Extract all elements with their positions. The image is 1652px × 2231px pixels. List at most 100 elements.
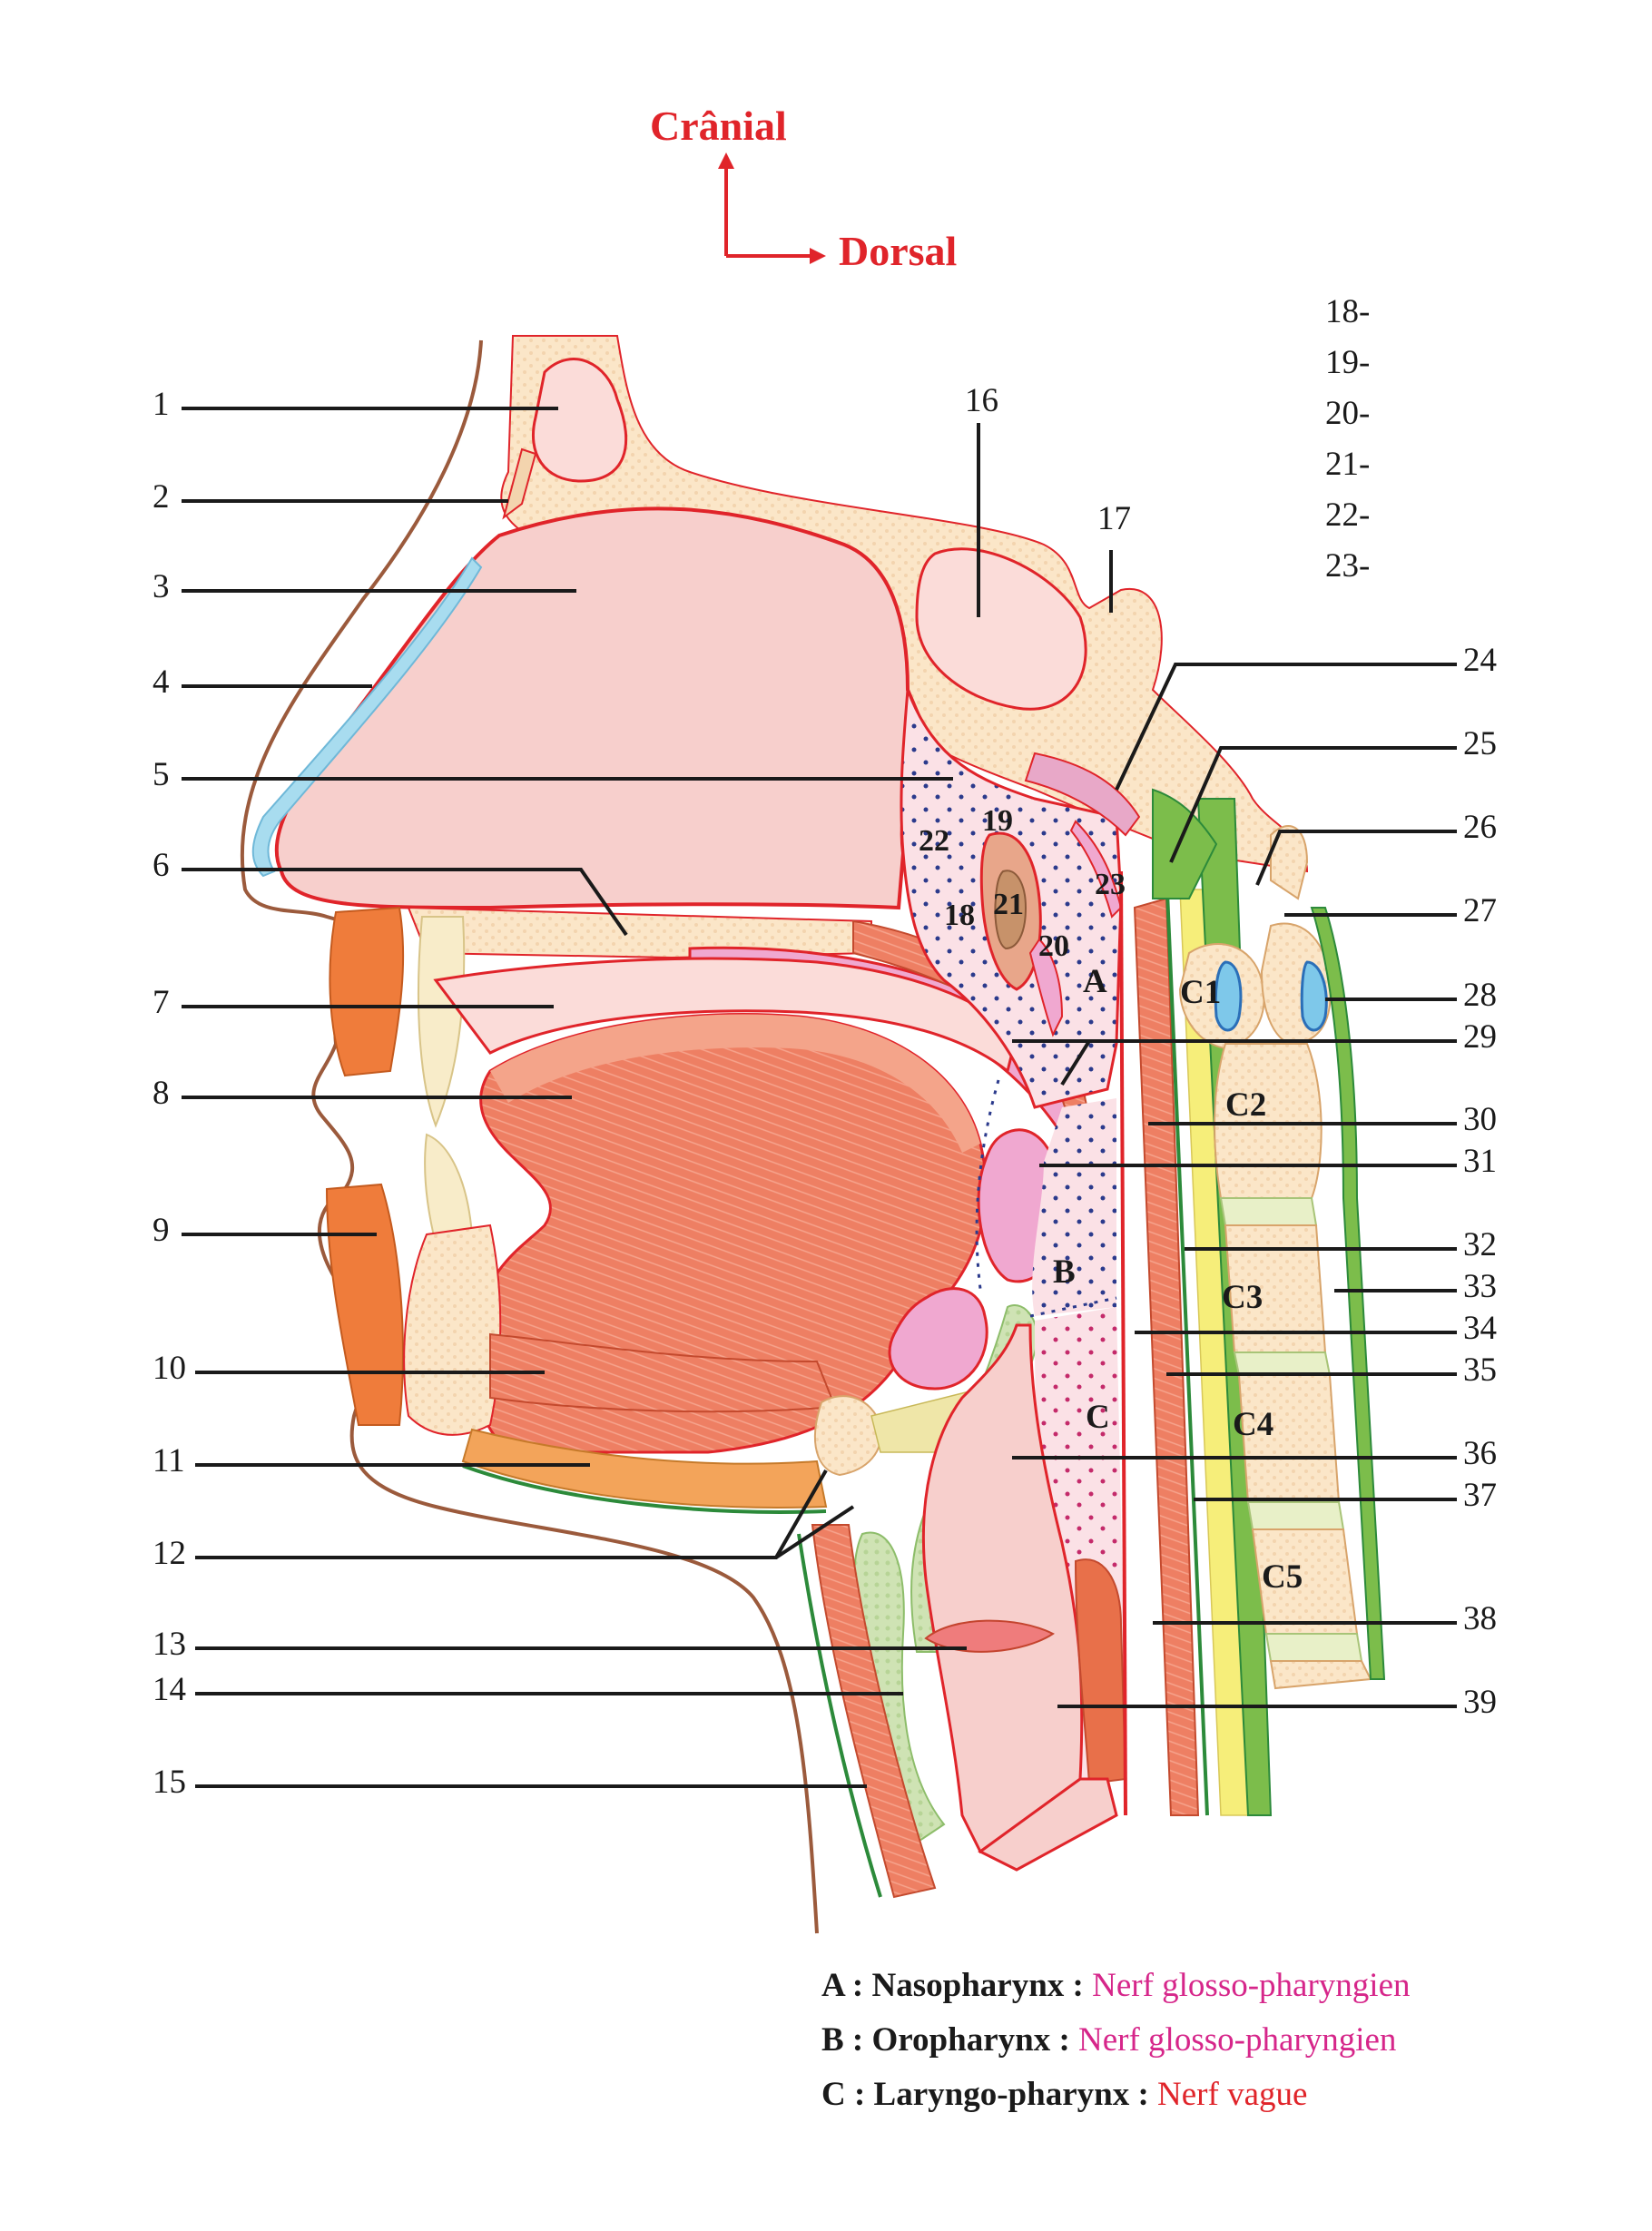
inner-number-18: 18	[944, 899, 975, 932]
legend-number-21: 21-	[1325, 446, 1371, 483]
label-31: 31	[1463, 1143, 1497, 1180]
cricoid-cartilage	[1074, 1558, 1127, 1785]
label-39: 39	[1463, 1684, 1497, 1721]
lower-lip-muscle	[325, 1183, 404, 1426]
label-2: 2	[152, 478, 170, 516]
pharyngeal-tonsil	[1024, 752, 1141, 837]
legend-letter-a: A :	[821, 1967, 864, 2004]
legend-letter-b: B :	[821, 2021, 864, 2059]
legend-region-a: Nasopharynx :	[871, 1967, 1084, 2004]
label-4: 4	[152, 663, 170, 701]
orientation-cranial: Crânial	[650, 103, 787, 149]
frontal-sinus	[531, 358, 628, 483]
label-16: 16	[965, 382, 998, 419]
posterior-ligament	[1310, 907, 1386, 1680]
inner-number-22: 22	[919, 824, 949, 858]
vertebra-c2: C2	[1225, 1086, 1267, 1124]
legend-letter-c: C :	[821, 2076, 866, 2113]
mylohyoid-muscle	[461, 1428, 828, 1509]
prevertebral-fascia	[1165, 870, 1209, 1816]
label-26: 26	[1463, 809, 1497, 846]
label-10: 10	[152, 1350, 186, 1387]
disc-c4-c5	[1246, 1501, 1345, 1530]
label-37: 37	[1463, 1477, 1497, 1514]
anterior-atlanto-occipital-membrane	[1152, 788, 1218, 899]
legend-number-20: 20-	[1325, 395, 1371, 432]
label-38: 38	[1463, 1600, 1497, 1637]
disc-c2-c3	[1219, 1197, 1318, 1226]
inner-number-20: 20	[1038, 929, 1069, 963]
salpingopharyngeal-fold	[1028, 938, 1064, 1037]
legend-nerve-b: Nerf glosso-pharyngien	[1078, 2021, 1397, 2059]
legend-number-23: 23-	[1325, 547, 1371, 585]
label-24: 24	[1463, 642, 1497, 679]
vocal-fold	[924, 1619, 1055, 1653]
c6-vertebra	[1269, 1660, 1372, 1690]
lower-incisor	[424, 1133, 474, 1245]
label-8: 8	[152, 1075, 170, 1112]
region-a: A	[1083, 963, 1107, 1000]
label-25: 25	[1463, 725, 1497, 762]
label-36: 36	[1463, 1435, 1497, 1472]
label-9: 9	[152, 1212, 170, 1249]
leader-12	[195, 1469, 855, 1559]
legend-number-19: 19-	[1325, 344, 1371, 381]
tube-opening	[994, 870, 1028, 950]
skin-profile-outline	[240, 339, 819, 1934]
legend-row-c: C : Laryngo-pharynx : Nerf vague	[821, 2075, 1307, 2114]
trachea-wall	[978, 1777, 1118, 1872]
legend-region-b: Oropharynx :	[871, 2021, 1070, 2059]
vertebra-c3: C3	[1222, 1279, 1264, 1316]
label-13: 13	[152, 1626, 186, 1663]
region-b: B	[1053, 1253, 1076, 1291]
orientation-dorsal: Dorsal	[839, 228, 958, 274]
label-32: 32	[1463, 1226, 1497, 1263]
label-30: 30	[1463, 1101, 1497, 1138]
label-27: 27	[1463, 892, 1497, 929]
label-33: 33	[1463, 1268, 1497, 1305]
legend-region-c: Laryngo-pharynx :	[873, 2076, 1149, 2113]
label-7: 7	[152, 984, 170, 1021]
label-29: 29	[1463, 1018, 1497, 1056]
hard-palate	[407, 906, 872, 959]
inner-number-23: 23	[1095, 868, 1126, 901]
upper-incisor	[418, 916, 466, 1128]
leader-24	[1115, 663, 1457, 791]
legend-nerve-c: Nerf vague	[1157, 2076, 1308, 2113]
vertebra-c4: C4	[1233, 1406, 1274, 1443]
longus-colli-muscle	[1133, 897, 1200, 1816]
leader-25	[1169, 746, 1457, 863]
legend-number-22: 22-	[1325, 496, 1371, 534]
label-35: 35	[1463, 1351, 1497, 1389]
label-3: 3	[152, 568, 170, 605]
label-17: 17	[1097, 500, 1131, 537]
orientation-arrows	[718, 152, 826, 264]
oropharynx-boundary	[975, 1079, 1000, 1290]
inner-number-21: 21	[993, 888, 1024, 921]
upper-lip-muscle	[329, 906, 405, 1077]
legend-row-b: B : Oropharynx : Nerf glosso-pharyngien	[821, 2020, 1396, 2059]
disc-c3-c4	[1233, 1351, 1332, 1376]
posterior-occipital-bone	[1270, 825, 1309, 900]
label-28: 28	[1463, 977, 1497, 1014]
disc-c5-c6	[1264, 1633, 1363, 1662]
pharyngeal-wall-line	[1119, 870, 1127, 1816]
nasal-cartilage-strip	[251, 556, 483, 878]
c1-cartilage-left	[1214, 960, 1243, 1032]
mandible	[403, 1224, 502, 1436]
legend-nerve-a: Nerf glosso-pharyngien	[1092, 1967, 1411, 2004]
platysma-line	[462, 1464, 827, 1514]
region-c: C	[1086, 1399, 1110, 1436]
pharyngeal-recess	[1069, 820, 1123, 919]
label-1: 1	[152, 386, 170, 423]
legend-row-a: A : Nasopharynx : Nerf glosso-pharyngien	[821, 1966, 1411, 2005]
tongue-dorsum	[490, 1014, 980, 1153]
label-15: 15	[152, 1764, 186, 1801]
inner-number-19: 19	[982, 804, 1013, 838]
leader-lines	[182, 407, 1457, 1788]
leader-29	[1012, 1039, 1457, 1086]
label-6: 6	[152, 847, 170, 884]
label-14: 14	[152, 1671, 186, 1708]
